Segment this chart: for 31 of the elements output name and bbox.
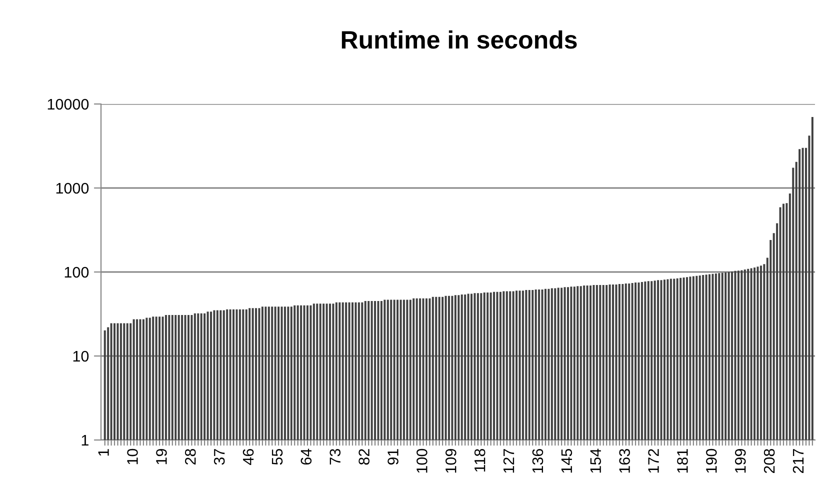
x-tick-label: 46 [242,449,254,465]
x-tick-label: 37 [214,449,225,465]
x-tick-label: 145 [561,448,572,473]
x-tick-label: 28 [184,448,196,465]
x-tick-label: 109 [445,449,456,473]
x-tick-label: 64 [300,448,312,465]
y-tick-label: 1 [82,435,88,446]
x-tick-label: 10 [127,448,138,464]
x-tick-label: 73 [330,449,341,465]
y-tick-label: 1000 [56,182,89,194]
x-tick-label: 136 [532,449,544,473]
x-tick-label: 154 [590,448,602,473]
x-tick-label: 172 [648,449,659,473]
chart-title: Runtime in seconds [342,30,577,49]
x-tick-label: 208 [764,448,775,474]
x-tick-label: 181 [677,449,688,473]
x-tick-label: 1 [98,449,109,456]
x-tick-label: 55 [272,448,283,465]
x-tick-label: 217 [792,449,804,474]
x-tick-label: 82 [358,449,370,465]
y-tick-label: 10000 [48,98,89,110]
x-tick-label: 118 [474,448,486,472]
y-tick-label: 10 [73,350,89,362]
x-tick-label: 163 [619,449,630,473]
x-tick-label: 91 [388,449,398,465]
x-tick-label: 190 [706,448,717,473]
x-tick-label: 100 [416,448,428,473]
x-tick-label: 19 [156,449,167,464]
y-tick-label: 100 [64,266,89,278]
x-tick-label: 127 [503,449,514,473]
x-tick-label: 199 [734,449,746,473]
